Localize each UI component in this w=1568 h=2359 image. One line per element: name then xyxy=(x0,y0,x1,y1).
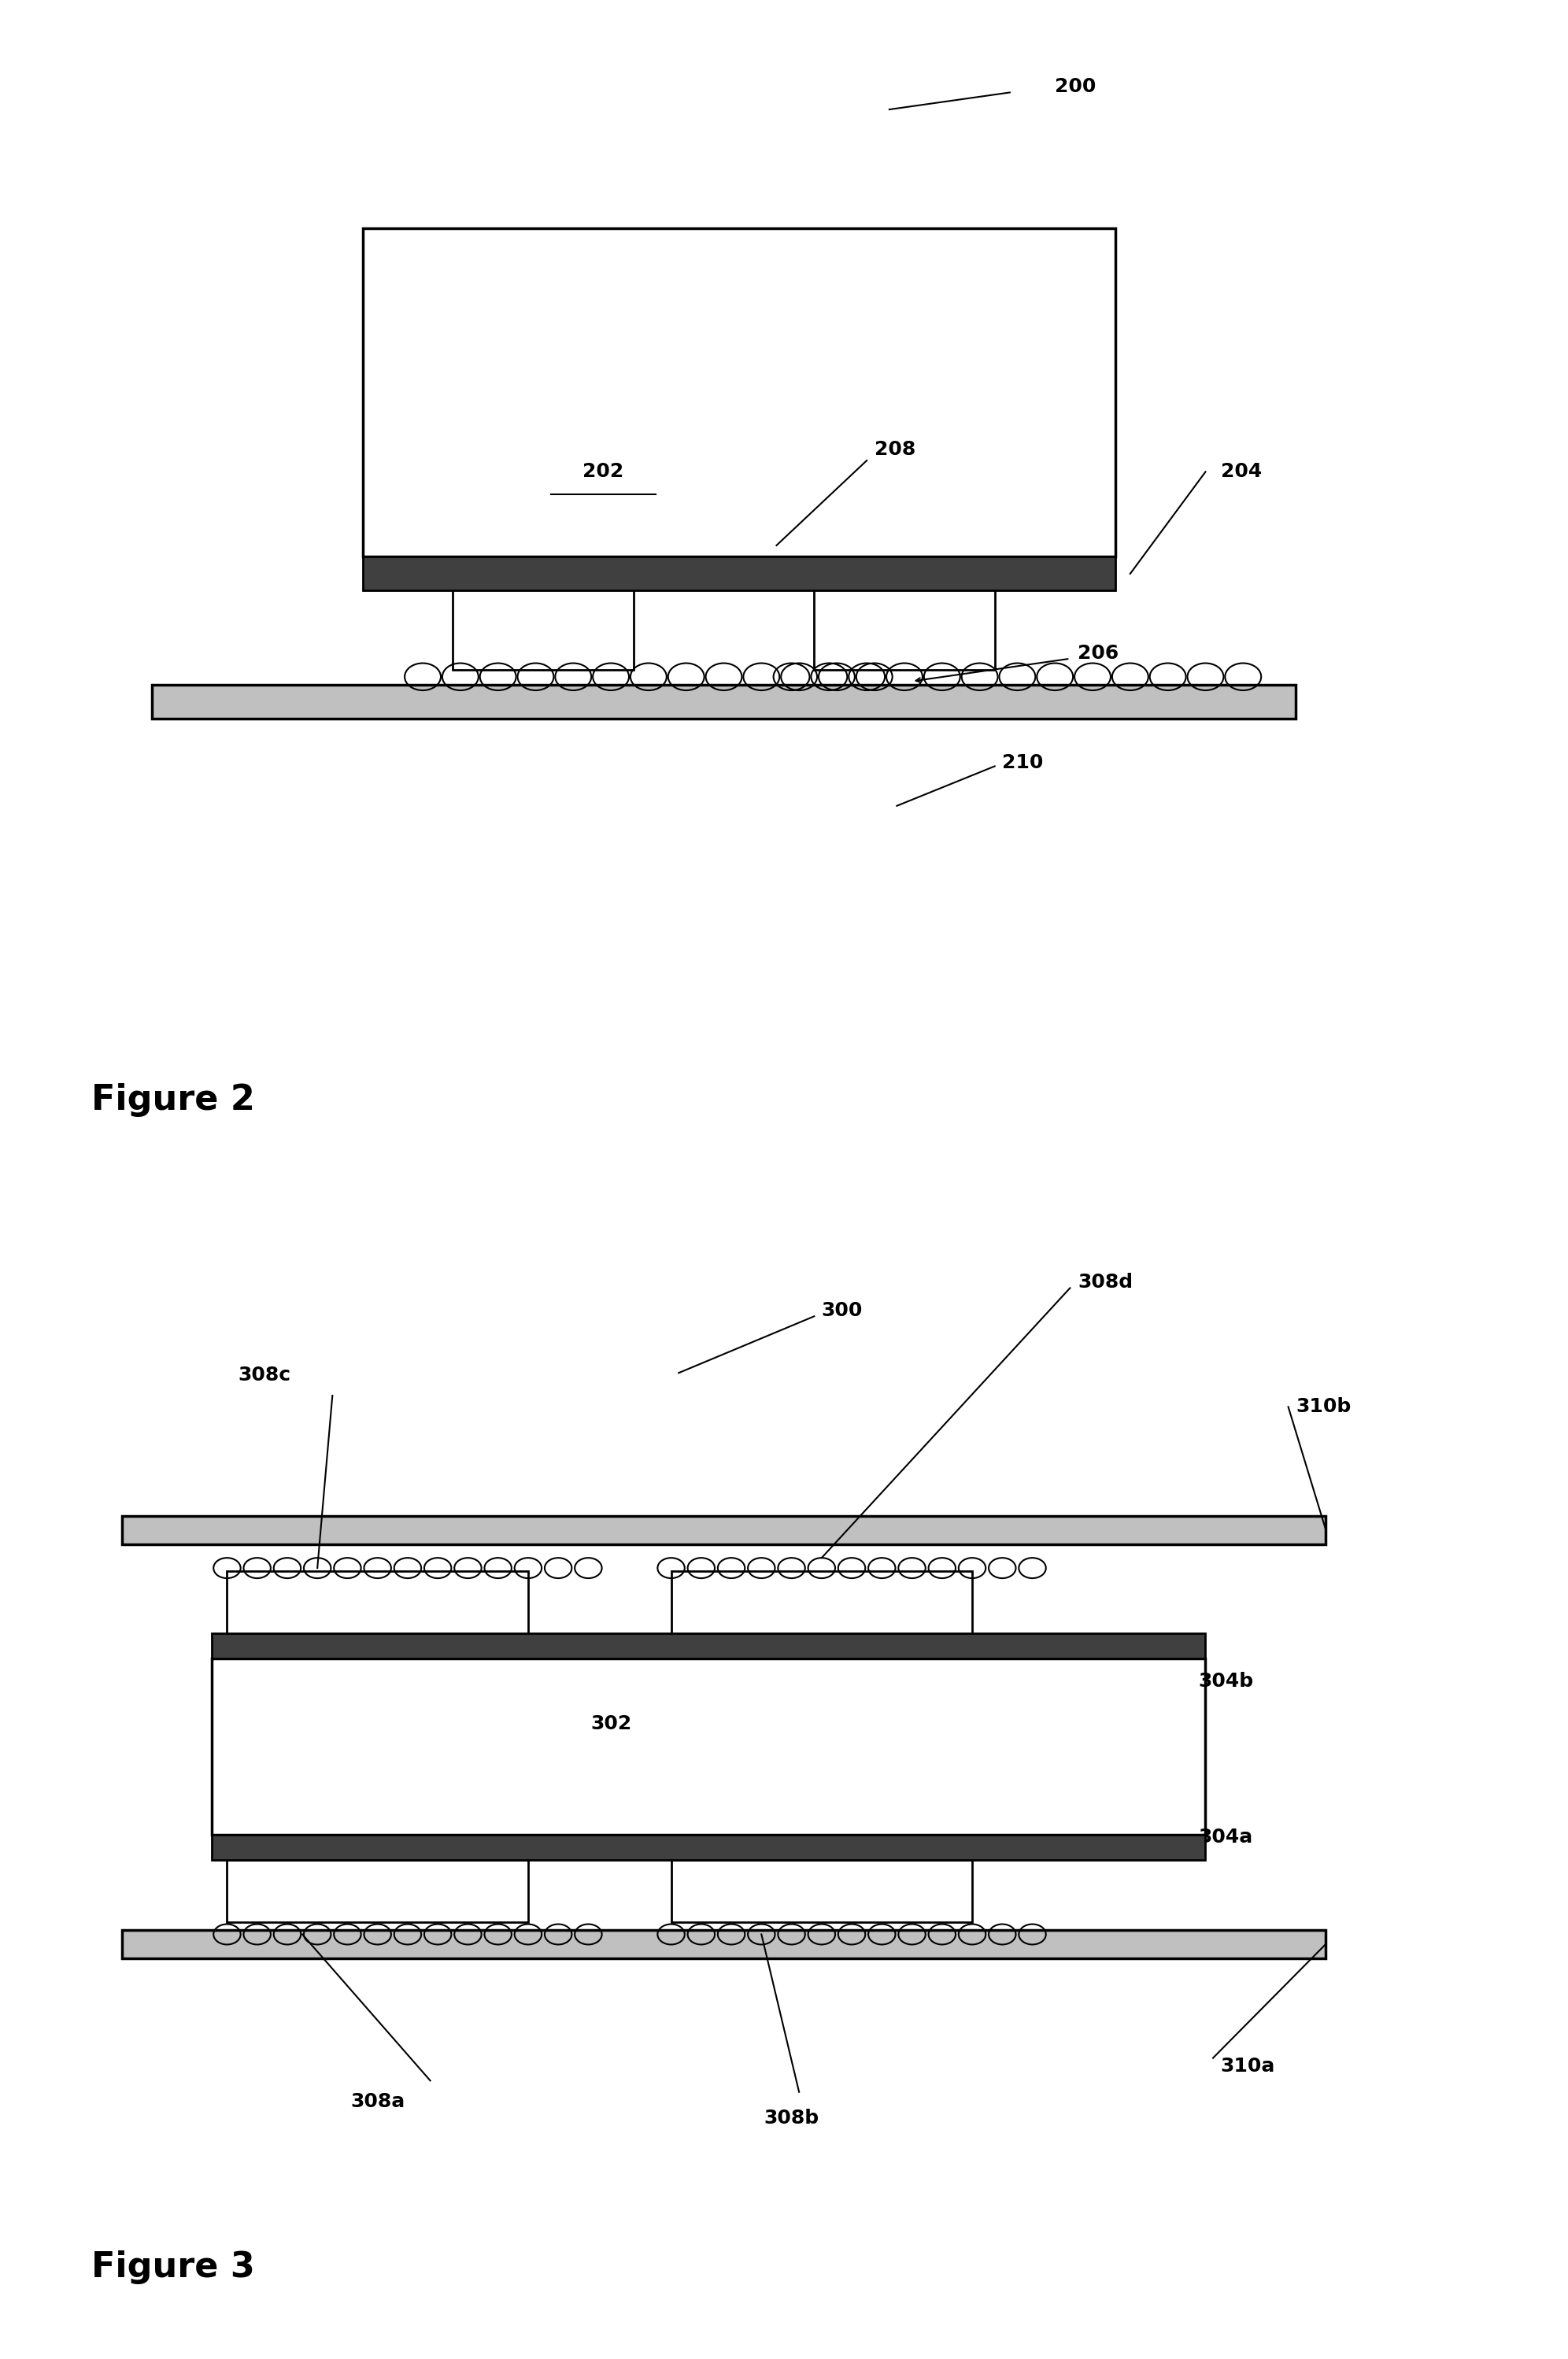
FancyBboxPatch shape xyxy=(671,1571,972,1632)
Text: 306d: 306d xyxy=(795,1581,848,1599)
Text: 302: 302 xyxy=(590,1715,632,1734)
FancyBboxPatch shape xyxy=(152,684,1295,719)
Text: 306b: 306b xyxy=(795,1871,848,1890)
Text: 306a: 306a xyxy=(351,1871,403,1890)
Text: 308c: 308c xyxy=(238,1366,292,1385)
Text: 208: 208 xyxy=(875,439,916,458)
Text: 308a: 308a xyxy=(350,2092,405,2111)
FancyBboxPatch shape xyxy=(212,1632,1206,1658)
FancyBboxPatch shape xyxy=(212,1835,1206,1859)
FancyBboxPatch shape xyxy=(671,1859,972,1923)
Text: 304b: 304b xyxy=(1198,1673,1253,1691)
Text: 202: 202 xyxy=(583,462,624,481)
Text: 308b: 308b xyxy=(764,2109,818,2128)
FancyBboxPatch shape xyxy=(453,590,633,670)
Text: Figure 2: Figure 2 xyxy=(91,1083,256,1118)
FancyBboxPatch shape xyxy=(814,590,994,670)
FancyBboxPatch shape xyxy=(227,1859,528,1923)
FancyBboxPatch shape xyxy=(122,1930,1327,1958)
Text: 200: 200 xyxy=(1055,78,1096,97)
FancyBboxPatch shape xyxy=(362,229,1115,557)
FancyBboxPatch shape xyxy=(122,1517,1327,1545)
Text: 206: 206 xyxy=(1077,644,1118,663)
FancyBboxPatch shape xyxy=(212,1658,1206,1835)
Text: 304a: 304a xyxy=(1198,1828,1253,1847)
Text: 310b: 310b xyxy=(1295,1397,1352,1415)
FancyBboxPatch shape xyxy=(227,1571,528,1632)
Text: 306c: 306c xyxy=(353,1581,403,1599)
Text: 308d: 308d xyxy=(1077,1274,1132,1293)
FancyBboxPatch shape xyxy=(362,557,1115,590)
Text: Figure 3: Figure 3 xyxy=(91,2250,256,2284)
Text: 300: 300 xyxy=(822,1302,862,1321)
Text: 310a: 310a xyxy=(1220,2057,1275,2076)
Text: 204: 204 xyxy=(1220,462,1262,481)
Text: 210: 210 xyxy=(1002,753,1043,771)
